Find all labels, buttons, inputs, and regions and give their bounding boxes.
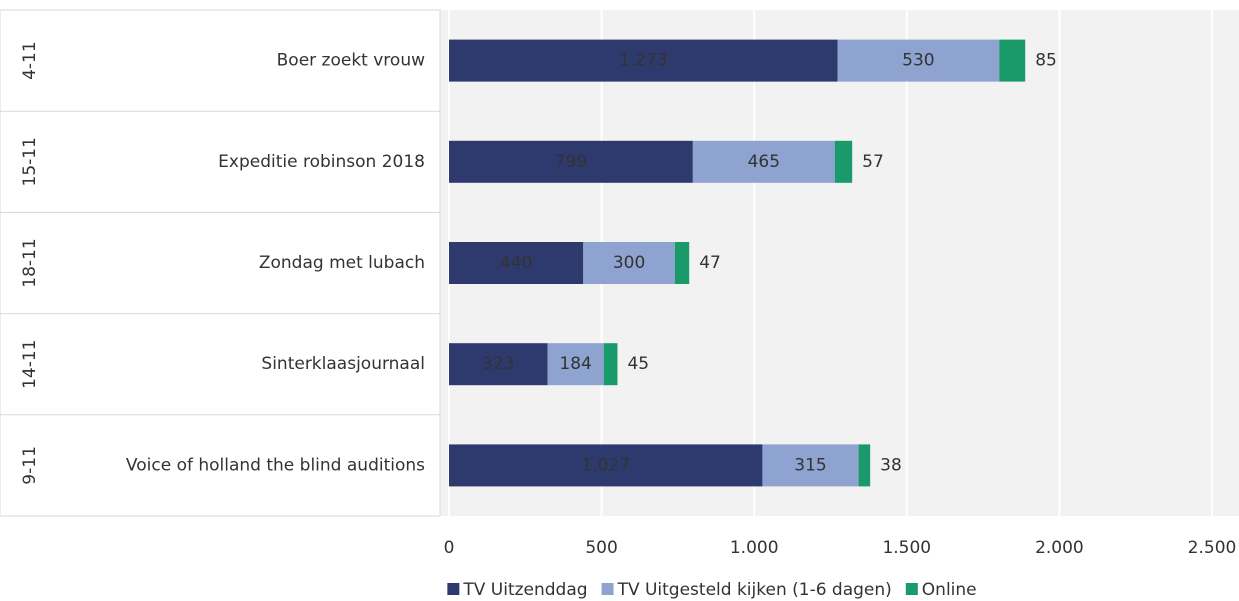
data-label: 85 bbox=[1035, 51, 1057, 71]
bar-segment bbox=[858, 444, 871, 487]
data-label: 300 bbox=[613, 253, 645, 273]
bar-segment bbox=[834, 140, 853, 183]
bar-segment bbox=[837, 39, 1000, 82]
legend-swatch bbox=[447, 583, 460, 595]
x-tick-label: 2.500 bbox=[1188, 538, 1237, 558]
bar-segment bbox=[449, 39, 838, 82]
bar-segment bbox=[449, 242, 584, 284]
data-label: 57 bbox=[862, 152, 884, 172]
bar-segment bbox=[547, 343, 604, 386]
data-label: 465 bbox=[748, 152, 780, 172]
bar-segment bbox=[674, 242, 690, 284]
data-label: 1.273 bbox=[619, 51, 668, 71]
data-label: 38 bbox=[880, 455, 902, 475]
data-label: 45 bbox=[627, 354, 649, 374]
bar-segment bbox=[762, 444, 859, 487]
category-label: Expeditie robinson 2018 bbox=[218, 152, 425, 172]
group-label: 4-11 bbox=[20, 41, 40, 80]
x-tick-label: 2.000 bbox=[1035, 538, 1084, 558]
data-label: 184 bbox=[559, 354, 591, 374]
data-label: 315 bbox=[794, 455, 826, 475]
group-label: 18-11 bbox=[20, 238, 40, 287]
bar-segment bbox=[999, 39, 1026, 82]
legend-label: TV Uitzenddag bbox=[462, 580, 587, 600]
x-tick-label: 1.500 bbox=[882, 538, 931, 558]
data-label: 799 bbox=[555, 152, 587, 172]
data-label: 1.027 bbox=[581, 455, 630, 475]
legend-label: Online bbox=[922, 580, 977, 600]
legend-swatch bbox=[601, 583, 614, 595]
bar-segment bbox=[449, 444, 763, 487]
data-label: 530 bbox=[902, 51, 934, 71]
x-tick-label: 500 bbox=[585, 538, 617, 558]
category-label: Sinterklaasjournaal bbox=[261, 354, 425, 374]
group-label: 15-11 bbox=[20, 137, 40, 186]
bar-segment bbox=[603, 343, 618, 386]
group-label: 14-11 bbox=[20, 339, 40, 388]
data-label: 440 bbox=[500, 253, 532, 273]
category-label: Boer zoekt vrouw bbox=[277, 51, 425, 71]
x-tick-label: 0 bbox=[444, 538, 455, 558]
bar-segment bbox=[449, 343, 548, 386]
category-label: Voice of holland the blind auditions bbox=[126, 455, 425, 475]
group-label: 9-11 bbox=[20, 446, 40, 485]
x-tick-label: 1.000 bbox=[730, 538, 779, 558]
legend-swatch bbox=[905, 583, 918, 595]
data-label: 323 bbox=[482, 354, 514, 374]
data-label: 47 bbox=[699, 253, 721, 273]
bar-segment bbox=[583, 242, 675, 284]
bar-segment bbox=[692, 140, 835, 183]
bar-segment bbox=[449, 140, 693, 183]
legend-label: TV Uitgesteld kijken (1-6 dagen) bbox=[617, 580, 892, 600]
category-label: Zondag met lubach bbox=[259, 253, 425, 273]
category-panel bbox=[0, 9, 441, 517]
